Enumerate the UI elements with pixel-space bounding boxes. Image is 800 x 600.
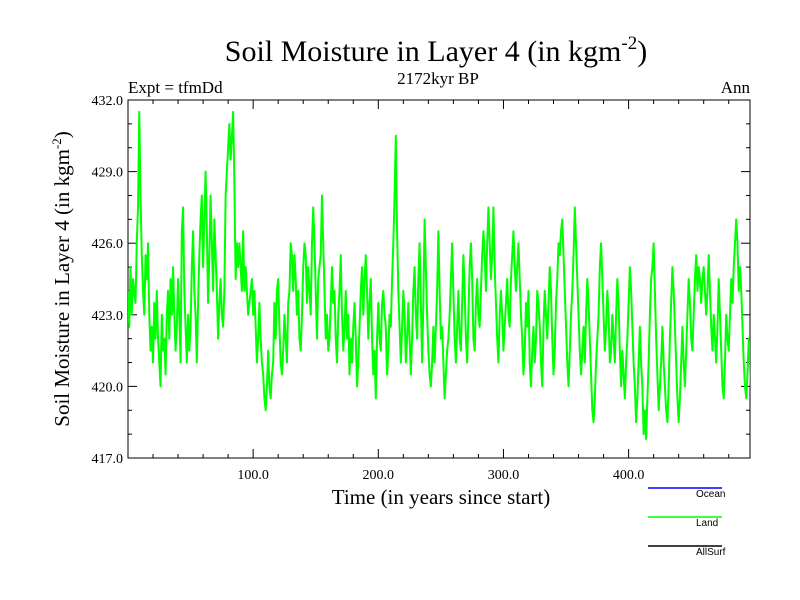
chart-subtitle: 2172kyr BP: [397, 69, 479, 88]
y-tick-label: 429.0: [92, 166, 124, 181]
chart-title-close: ): [637, 35, 647, 68]
y-tick-label: 432.0: [92, 94, 124, 109]
y-axis: 417.0 420.0 423.0 426.0 429.0 432.0: [92, 94, 750, 467]
y-tick-label: 420.0: [92, 380, 124, 395]
experiment-label: Expt = tfmDd: [128, 78, 223, 97]
legend-label-ocean: Ocean: [696, 489, 725, 500]
chart-title-main: Soil Moisture in Layer 4 (in kgm: [225, 35, 622, 68]
y-axis-label-sup: -2: [49, 138, 64, 149]
x-tick-label: 400.0: [613, 468, 645, 483]
legend-label-allsurf: AllSurf: [696, 547, 726, 558]
y-axis-label-close: ): [50, 131, 74, 138]
chart-title: Soil Moisture in Layer 4 (in kgm-2): [225, 33, 647, 68]
x-tick-label: 100.0: [237, 468, 269, 483]
y-tick-label: 417.0: [92, 452, 124, 467]
season-label: Ann: [721, 78, 751, 97]
series-line-land: [128, 110, 750, 440]
plot-frame: [127, 99, 751, 459]
x-axis-label: Time (in years since start): [332, 485, 551, 509]
y-axis-label-main: Soil Moisture in Layer 4 (in kgm: [50, 149, 74, 427]
legend-label-land: Land: [696, 518, 718, 529]
y-tick-label: 426.0: [92, 237, 124, 252]
x-tick-label: 300.0: [488, 468, 520, 483]
x-tick-label: 200.0: [363, 468, 395, 483]
y-axis-label: Soil Moisture in Layer 4 (in kgm-2): [49, 131, 74, 426]
y-tick-label: 423.0: [92, 309, 124, 324]
x-axis: 100.0 200.0 300.0 400.0: [152, 100, 730, 483]
legend: Ocean Land AllSurf: [648, 487, 726, 558]
chart-title-sup: -2: [621, 33, 637, 54]
